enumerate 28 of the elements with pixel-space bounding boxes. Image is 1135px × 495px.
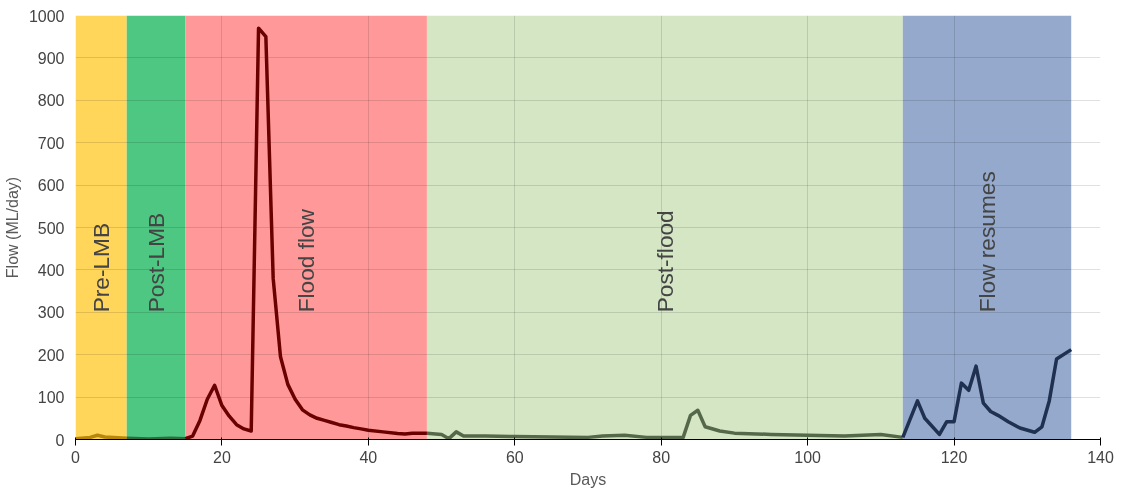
x-tick-label: 0	[71, 448, 81, 466]
x-axis-title: Days	[569, 470, 607, 488]
band-label: Flow resumes	[974, 171, 1001, 313]
y-tick-label: 900	[37, 49, 65, 67]
x-tick-label: 60	[505, 448, 524, 466]
y-tick-label: 0	[55, 431, 65, 449]
x-tick-label: 100	[794, 448, 822, 466]
line-series	[425, 408, 905, 440]
y-tick-label: 400	[37, 261, 65, 279]
y-tick-label: 600	[37, 177, 65, 195]
x-tick-label: 120	[940, 448, 968, 466]
y-tick-label: 200	[37, 346, 65, 364]
y-tick-label: 700	[37, 134, 65, 152]
band-label: Post-flood	[651, 210, 678, 313]
y-tick-label: 500	[37, 219, 65, 237]
y-tick-label: 1000	[28, 7, 65, 25]
x-tick-label: 40	[359, 448, 378, 466]
line-series	[901, 347, 1073, 440]
y-tick-label: 300	[37, 304, 65, 322]
band-label: Post-LMB	[143, 212, 170, 313]
x-tick-label: 80	[652, 448, 671, 466]
x-tick-label: 140	[1087, 448, 1114, 466]
y-tick-label: 100	[37, 389, 65, 407]
x-tick-label: 20	[213, 448, 231, 466]
band-label: Flood flow	[293, 208, 320, 313]
band-label: Pre-LMB	[88, 222, 115, 313]
y-axis-title: Flow (ML/day)	[3, 176, 21, 279]
y-tick-label: 800	[37, 92, 65, 110]
